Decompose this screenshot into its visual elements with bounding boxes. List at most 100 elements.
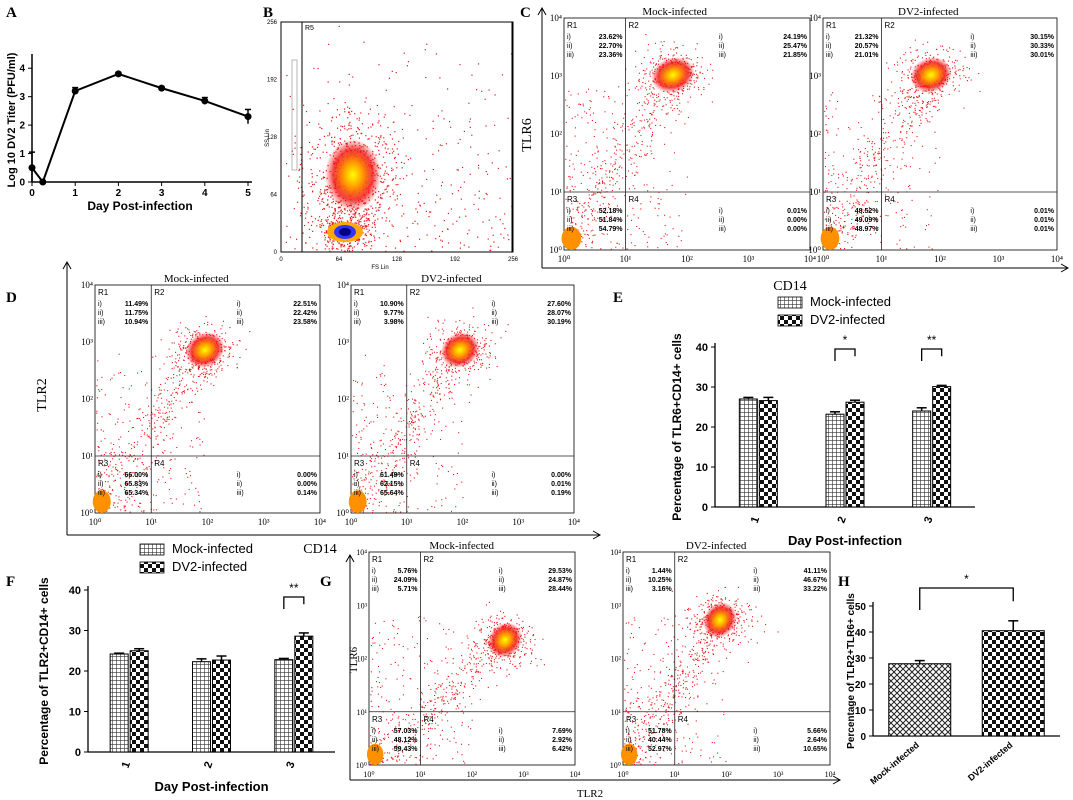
- barE-ytick-label: 40: [696, 342, 708, 354]
- quadG-corner-population: [366, 743, 384, 765]
- quadD-xtick-label: 10²: [457, 517, 469, 527]
- quadD-quadrant-value: 11.75%: [125, 310, 149, 317]
- quadG-xtick-label: 10⁰: [363, 770, 374, 779]
- quadD-quadrant-label: R1: [354, 288, 365, 297]
- quadC-ytick-label: 10³: [550, 71, 562, 81]
- barE-legend-swatch: [777, 314, 803, 327]
- barF-significance-label: **: [289, 581, 299, 595]
- panel-b-xtick-label: 128: [392, 257, 403, 263]
- quadC-quadrant-value: 49.09%: [855, 217, 880, 224]
- panel-label-f: F: [6, 574, 15, 590]
- quadG-row-label: i): [753, 568, 757, 575]
- quadG-row-label: iii): [626, 586, 633, 593]
- quadD-corner-population: [348, 490, 367, 513]
- quadD-row-label: iii): [98, 319, 105, 326]
- panel-a-data-point: [158, 84, 166, 92]
- quadD-ytick-label: 10²: [337, 394, 349, 404]
- quadD-plot-title: Mock-infected: [164, 273, 229, 285]
- quadC-plot-frame: [563, 17, 811, 251]
- quadC-xtick-label: 10⁴: [804, 254, 816, 264]
- quadG-row-label: iii): [372, 586, 379, 593]
- quadC-xtick-label: 10²: [681, 254, 693, 264]
- quadG-quadrant-value: 2.92%: [552, 737, 573, 744]
- quadC-ytick-label: 10²: [809, 129, 821, 139]
- quadC-quadrant-value: 48.97%: [855, 226, 880, 233]
- quadG-quadrant-value: 24.09%: [394, 577, 419, 584]
- quadD-quadrant-label: R2: [410, 288, 421, 297]
- quadG-quadrant-value: 5.76%: [398, 568, 419, 575]
- panel-b-ytick-label: 0: [274, 250, 278, 256]
- quadG-row-label: i): [372, 568, 376, 575]
- quadD-row-label: ii): [98, 481, 103, 488]
- quadD-ytick-label: 10³: [337, 337, 349, 347]
- quadG-ytick-label: 10⁰: [610, 761, 621, 770]
- panel-a-ylabel: Log 10 DV2 Titer (PFU/ml): [6, 52, 18, 187]
- barE-legend-swatch: [777, 296, 803, 309]
- quadG-row-label: i): [499, 728, 503, 735]
- quadG-xtick-label: 10¹: [415, 770, 426, 779]
- quadC-ytick-label: 10⁴: [809, 13, 821, 23]
- quadG-row-label: iii): [372, 746, 379, 753]
- quadC-dense-population: [910, 57, 952, 93]
- quadC-quadrant-label: R2: [885, 21, 896, 30]
- barF-bar: [192, 661, 211, 753]
- quadG-quadrant-value: 24.87%: [548, 577, 573, 584]
- barH-ytick-label: 30: [855, 654, 867, 665]
- quadD-ytick-label: 10⁰: [80, 508, 93, 518]
- panel-a-ytick-label: 0: [19, 178, 25, 189]
- quadD-quadrant-label: R1: [98, 288, 109, 297]
- panel-f-bar-chart: 0 10 20 30 40 Percentage of TLR2+CD14+ cells D…: [37, 541, 335, 794]
- quadD-quadrant-value: 65.64%: [380, 490, 405, 497]
- barF-bar: [294, 635, 314, 753]
- quadG-xlabel: TLR2: [577, 788, 603, 800]
- quadD-quadrant-value: 0.14%: [297, 490, 318, 497]
- quadD-quadrant-value: 10.90%: [380, 301, 405, 308]
- quadD-quadrant-value: 0.00%: [551, 472, 572, 479]
- quadD-row-label: ii): [98, 310, 103, 317]
- barH-ytick-label: 40: [855, 628, 867, 639]
- quadD-xtick-label: 10³: [512, 517, 524, 527]
- quadG-quadrant-value: 2.64%: [807, 737, 828, 744]
- quadC-quadrant-value: 0.01%: [787, 208, 808, 215]
- quadD-xtick-label: 10²: [202, 517, 214, 527]
- quadC-row-label: i): [826, 34, 830, 41]
- quadC-quadrant-value: 23.62%: [599, 34, 624, 41]
- quadG-plot-title: DV2-infected: [686, 540, 747, 552]
- quadC-row-label: ii): [826, 217, 831, 224]
- quadC-row-label: i): [719, 208, 723, 215]
- barF-legend-swatch: [139, 543, 165, 556]
- quadD-quadrant-value: 22.51%: [293, 301, 318, 308]
- quadD-row-label: i): [98, 301, 102, 308]
- quadC-row-label: i): [970, 208, 974, 215]
- quadD-dense-population: [440, 332, 480, 368]
- quadC-quadrant-value: 0.00%: [787, 217, 808, 224]
- quadG-quadrant-value: 29.53%: [548, 568, 573, 575]
- quadC-row-label: i): [826, 208, 830, 215]
- panel-a-xtick-label: 2: [116, 188, 122, 199]
- barE-ytick-label: 20: [696, 422, 708, 434]
- quadG-quadrant-label: R1: [626, 555, 637, 564]
- quadC-row-label: iii): [826, 52, 833, 59]
- panel-a-xtick-label: 4: [202, 188, 208, 199]
- quadD-xtick-label: 10⁰: [89, 517, 102, 527]
- quadD-quadrant-value: 0.00%: [297, 481, 318, 488]
- barF-xlabel: Day Post-infection: [154, 779, 268, 794]
- panel-label-a: A: [6, 5, 17, 21]
- quadD-row-label: i): [491, 472, 495, 479]
- quadC-dense-population: [651, 56, 695, 94]
- barE-ytick-label: 30: [696, 382, 708, 394]
- quadD-quadrant-label: R3: [354, 459, 365, 468]
- panel-e-bar-chart: 0 10 20 30 40 Percentage of TLR6+CD14+ cells D…: [670, 294, 975, 548]
- quadG-quadrant-value: 33.22%: [803, 586, 828, 593]
- barF-significance-bracket: [283, 596, 305, 609]
- quadG-quadrant-value: 6.42%: [552, 746, 573, 753]
- barE-ytick-label: 10: [696, 462, 708, 474]
- quadD-row-label: i): [354, 301, 358, 308]
- quadD-row-label: ii): [491, 481, 496, 488]
- quadG-row-label: ii): [626, 737, 631, 744]
- barE-significance-bracket: [834, 348, 856, 361]
- barH-bar: [981, 630, 1045, 737]
- quadC-plot-title: DV2-infected: [898, 6, 959, 18]
- panel-a-xtick-label: 0: [29, 188, 35, 199]
